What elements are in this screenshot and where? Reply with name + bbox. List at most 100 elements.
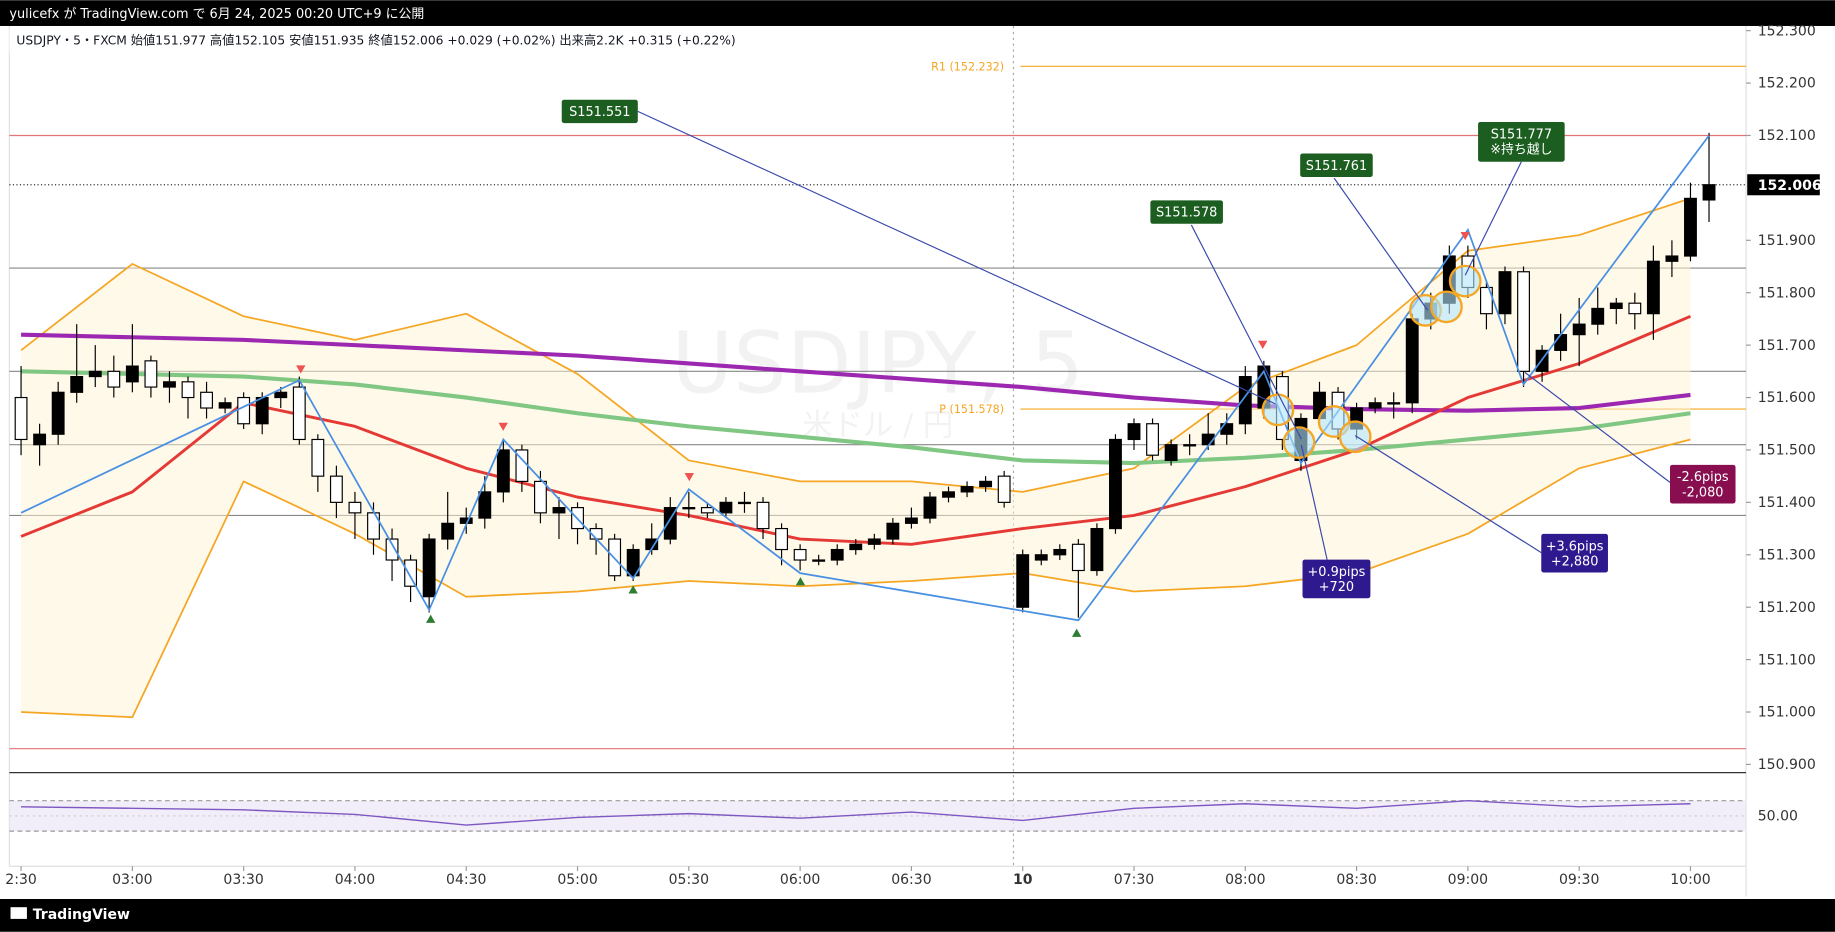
x-tick-label: 04:30 — [446, 872, 486, 888]
brand: TradingView — [33, 907, 130, 923]
y-tick-label: 151.800 — [1758, 285, 1816, 301]
candle-body — [422, 538, 436, 598]
candle — [1238, 366, 1252, 435]
candle — [237, 392, 251, 429]
candle-body — [1146, 423, 1159, 456]
candle — [200, 381, 213, 419]
y-tick-label: 150.900 — [1758, 757, 1816, 773]
annotation-leader — [1333, 177, 1429, 311]
annotation-box — [1541, 533, 1608, 573]
candle-body — [51, 391, 65, 435]
x-tick-label: 05:00 — [557, 872, 597, 888]
last-price-label: 152.006 — [1758, 178, 1822, 194]
annotation: +0.9pips+720 — [1300, 444, 1371, 599]
candle — [311, 434, 325, 492]
candle-body — [33, 433, 47, 446]
candle — [1127, 418, 1141, 450]
candle-body — [756, 501, 770, 530]
annotation-box — [561, 99, 638, 124]
candle-body — [237, 396, 251, 425]
candle — [422, 533, 436, 613]
candle-body — [1684, 197, 1697, 257]
candle — [904, 507, 918, 529]
bottom-bar — [0, 899, 1835, 932]
candle — [33, 423, 47, 466]
candle — [700, 502, 714, 519]
candle — [942, 486, 955, 503]
x-tick-label: 08:00 — [1225, 872, 1265, 888]
candle — [1405, 313, 1419, 414]
candle-body — [181, 381, 195, 399]
pivot-label: R1 (152.232) — [931, 60, 1004, 73]
candle — [125, 324, 139, 393]
x-tick-label: 06:00 — [780, 872, 820, 888]
annotation: -2.6pips-2,080 — [1524, 371, 1736, 504]
candle-body — [329, 475, 343, 503]
x-tick-label: 07:30 — [1114, 872, 1154, 888]
annotation-text: S151.551 — [569, 105, 630, 120]
candle — [329, 465, 343, 519]
candle-body — [163, 381, 176, 388]
y-tick-label: 151.000 — [1758, 705, 1816, 721]
annotation-text: S151.777 — [1491, 127, 1552, 142]
y-tick-label: 152.300 — [1758, 23, 1816, 39]
annotation-leader — [1300, 444, 1328, 560]
candle-body — [348, 501, 362, 514]
candle — [1517, 266, 1530, 388]
symbol-legend: USDJPY・5・FXCM 始値151.977 高値152.105 安値151.… — [16, 33, 735, 48]
peak-marker — [1460, 231, 1470, 241]
annotation-box — [1669, 464, 1736, 504]
candle — [441, 491, 455, 550]
candle-body — [1034, 554, 1048, 561]
annotation-text: -2.6pips — [1677, 470, 1729, 485]
candle-body — [1646, 260, 1660, 315]
watermark: USDJPY, 5 — [671, 314, 1083, 412]
candle — [738, 491, 751, 513]
candle — [1034, 549, 1048, 566]
candle-body — [107, 370, 121, 388]
candle-body — [144, 360, 158, 388]
annotation-box — [1150, 200, 1223, 224]
entry-circle — [1430, 290, 1463, 324]
candle — [1164, 439, 1178, 466]
candle — [1109, 434, 1122, 534]
peak-marker — [296, 365, 306, 374]
trough-marker — [795, 577, 806, 586]
candle — [1609, 297, 1623, 325]
candle — [1479, 282, 1493, 330]
candle-body — [867, 538, 881, 545]
candle-body — [923, 496, 937, 519]
candle-body — [1591, 307, 1605, 325]
trough-marker — [425, 614, 436, 623]
candle — [1665, 240, 1679, 277]
candle — [1053, 544, 1067, 561]
candle — [181, 376, 195, 419]
published-text: yulicefx が TradingView.com で 6月 24, 2025… — [9, 7, 424, 22]
candle-body — [1628, 302, 1642, 315]
y-tick-label: 151.100 — [1758, 652, 1816, 668]
annotation-box — [1302, 559, 1371, 599]
annotation-leader — [1354, 435, 1542, 554]
candle — [719, 497, 733, 519]
candle-body — [274, 391, 288, 399]
x-tick-label: 06:30 — [891, 872, 931, 888]
candle-body — [1517, 271, 1530, 372]
last-price-box — [1747, 174, 1820, 196]
peak-marker — [1258, 340, 1268, 349]
x-tick-label: 10:00 — [1670, 872, 1710, 888]
candle-body — [626, 548, 640, 577]
candle — [756, 497, 770, 540]
annotation-text: +3.6pips — [1546, 539, 1604, 554]
candle-body — [812, 559, 826, 562]
candle — [849, 539, 863, 555]
rsi-tick-label: 50.00 — [1758, 809, 1798, 825]
x-tick-label: 2:30 — [5, 872, 37, 888]
candle — [292, 376, 306, 445]
candle-body — [1109, 438, 1122, 530]
candle-body — [496, 449, 510, 493]
candle — [88, 345, 102, 388]
candle — [1183, 434, 1197, 456]
annotation: S151.578 — [1150, 200, 1302, 440]
y-tick-label: 151.500 — [1758, 443, 1816, 459]
